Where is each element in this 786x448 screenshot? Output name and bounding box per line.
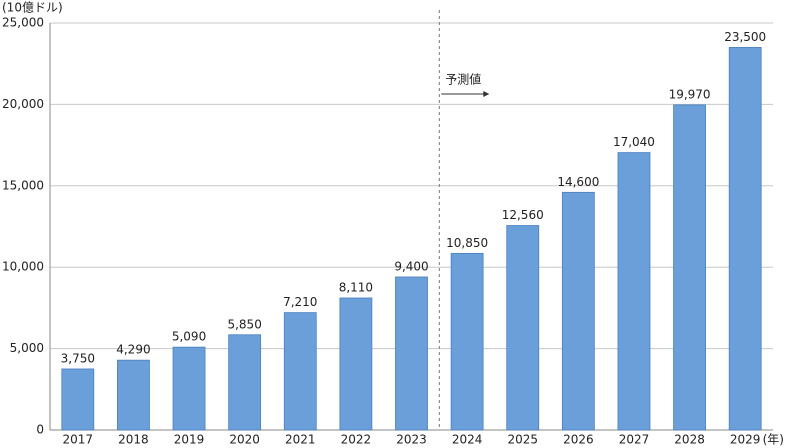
value-label: 14,600 — [557, 175, 599, 189]
bar — [673, 104, 706, 431]
value-label: 12,560 — [502, 208, 544, 222]
value-label: 23,500 — [724, 30, 766, 44]
annotation-arrowhead — [483, 91, 490, 97]
bar — [117, 359, 150, 431]
bar — [561, 191, 595, 431]
x-tick-label: 2025 — [507, 433, 538, 447]
bar — [395, 276, 428, 431]
y-tick-label: 15,000 — [2, 178, 44, 192]
x-tick-label: 2022 — [341, 433, 372, 447]
y-tick-label: 0 — [36, 423, 44, 437]
value-label: 10,850 — [446, 236, 488, 250]
bar — [172, 346, 206, 431]
x-tick-label: 2024 — [452, 433, 483, 447]
bar — [506, 225, 540, 431]
bar — [617, 152, 651, 431]
y-tick-label: 25,000 — [2, 16, 44, 30]
x-tick-label: 2020 — [229, 433, 260, 447]
value-label: 19,970 — [669, 87, 711, 101]
value-label: 9,400 — [394, 259, 428, 273]
value-label: 3,750 — [61, 351, 95, 365]
x-tick-label: 2026 — [563, 433, 594, 447]
value-label: 5,090 — [172, 330, 206, 344]
value-label: 5,850 — [227, 317, 261, 331]
y-tick-label: 5,000 — [10, 341, 44, 355]
bar — [450, 252, 484, 431]
value-label: 4,290 — [116, 343, 150, 357]
y-tick-label: 10,000 — [2, 260, 44, 274]
x-tick-label: 2021 — [285, 433, 316, 447]
y-tick-label: 20,000 — [2, 97, 44, 111]
value-label: 7,210 — [283, 295, 317, 309]
x-tick-label: 2028 — [674, 433, 705, 447]
value-label: 17,040 — [613, 135, 655, 149]
bar — [61, 368, 95, 431]
x-tick-label: 2029 — [730, 433, 761, 447]
x-tick-label: 2017 — [63, 433, 94, 447]
x-tick-label: 2018 — [118, 433, 149, 447]
bar — [283, 312, 317, 431]
bar — [339, 297, 373, 431]
y-axis-label: (10億ドル) — [2, 1, 63, 15]
value-label: 8,110 — [339, 280, 373, 294]
x-tick-label: 2019 — [174, 433, 205, 447]
x-tick-label: 2023 — [396, 433, 427, 447]
bar — [728, 47, 762, 431]
bar — [228, 334, 262, 431]
annotation: 予測値 — [445, 72, 481, 87]
x-tick-label: 2027 — [619, 433, 650, 447]
x-axis-label: (年) — [763, 433, 784, 447]
